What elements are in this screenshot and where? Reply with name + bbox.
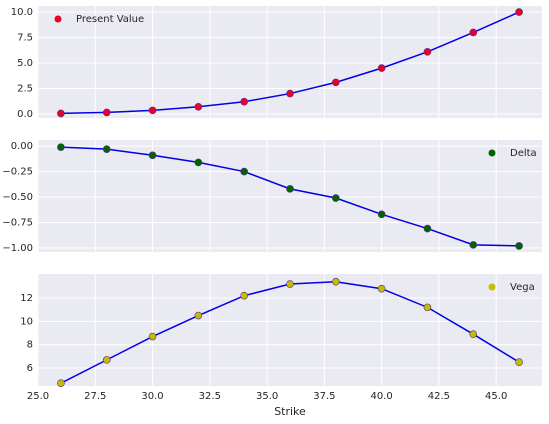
data-point	[469, 28, 478, 37]
data-point	[240, 97, 248, 106]
data-point	[286, 185, 294, 193]
data-point	[332, 78, 340, 87]
data-point	[194, 158, 203, 167]
y-tick-label: 6	[27, 363, 33, 374]
y-tick-label: −0.25	[2, 167, 33, 178]
legend-label: Delta	[510, 148, 537, 159]
data-point	[469, 330, 478, 339]
data-point	[515, 242, 523, 250]
data-point	[469, 241, 478, 249]
y-tick-label: −0.50	[2, 192, 33, 203]
data-point	[423, 48, 432, 56]
y-tick-label: 0.00	[11, 141, 33, 152]
x-tick-label: 42.5	[428, 391, 450, 402]
plot-area	[38, 140, 542, 252]
data-point	[332, 194, 340, 202]
data-point	[194, 311, 203, 320]
data-point	[102, 108, 111, 117]
legend-label: Present Value	[76, 14, 144, 25]
legend-label: Vega	[510, 282, 535, 293]
data-point	[286, 280, 294, 288]
data-point	[102, 145, 111, 153]
data-point	[240, 167, 248, 176]
y-tick-label: 2.5	[17, 83, 33, 94]
data-point	[377, 210, 386, 219]
data-point	[148, 106, 157, 115]
y-tick-label: 0.0	[17, 109, 33, 120]
x-axis-label: Strike	[274, 405, 306, 418]
x-tick-label: 37.5	[313, 391, 335, 402]
x-tick-label: 35.0	[256, 391, 278, 402]
data-point	[57, 143, 65, 151]
data-point	[377, 284, 386, 293]
y-tick-label: −0.75	[2, 217, 33, 228]
y-tick-label: −1.00	[2, 243, 33, 254]
data-point	[148, 151, 157, 160]
legend-marker	[488, 149, 496, 157]
data-point	[240, 291, 248, 300]
data-point	[423, 224, 432, 233]
plot-area	[38, 6, 542, 118]
plot-area	[38, 274, 542, 386]
y-tick-label: 7.5	[17, 33, 33, 44]
data-point	[332, 277, 340, 286]
data-point	[57, 109, 65, 118]
x-tick-label: 27.5	[84, 391, 106, 402]
data-point	[194, 103, 203, 111]
y-tick-label: 5.0	[17, 58, 33, 69]
data-point	[515, 8, 523, 16]
x-tick-label: 32.5	[199, 391, 221, 402]
legend-marker	[54, 15, 62, 23]
x-tick-label: 25.0	[27, 391, 49, 402]
data-point	[515, 358, 523, 367]
x-tick-label: 30.0	[141, 391, 163, 402]
y-tick-label: 8	[27, 340, 33, 351]
data-point	[286, 89, 294, 98]
y-tick-label: 10.0	[11, 7, 33, 18]
legend-marker	[488, 283, 496, 291]
y-tick-label: 12	[20, 293, 33, 304]
data-point	[377, 64, 386, 72]
data-point	[57, 379, 65, 388]
data-point	[148, 332, 157, 341]
data-point	[423, 303, 432, 312]
x-tick-label: 45.0	[485, 391, 507, 402]
y-tick-label: 10	[20, 316, 33, 327]
x-tick-label: 40.0	[371, 391, 393, 402]
data-point	[102, 356, 111, 364]
